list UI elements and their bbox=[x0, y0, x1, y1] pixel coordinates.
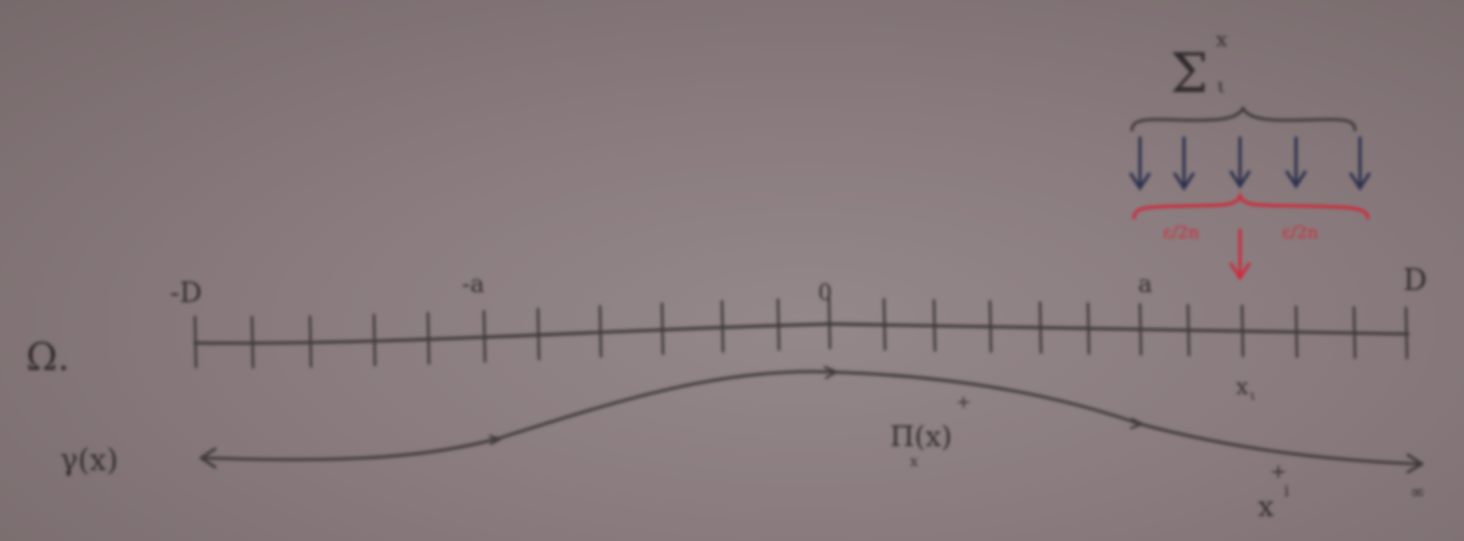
pi-sup-mark: + bbox=[956, 392, 971, 413]
down-arrow-4 bbox=[1285, 136, 1307, 189]
tick-label-neg-d: -D bbox=[170, 276, 202, 309]
tick-mark bbox=[1138, 303, 1143, 356]
sigma-superscript: x bbox=[1216, 27, 1228, 51]
tick-mark bbox=[308, 315, 313, 368]
pi-subscript: x bbox=[910, 454, 918, 470]
curve-left-arrowhead bbox=[199, 447, 217, 469]
curve-right-arrowhead bbox=[1406, 453, 1424, 474]
red-right-label: ε/2n bbox=[1282, 223, 1318, 243]
red-brace bbox=[1132, 191, 1370, 220]
sigma-symbol: Σ bbox=[1170, 42, 1208, 105]
tick-mark bbox=[598, 305, 603, 358]
tick-mark bbox=[1352, 306, 1357, 359]
tick-mark bbox=[932, 299, 937, 352]
tick-mark bbox=[988, 300, 993, 353]
top-brace bbox=[1130, 106, 1357, 132]
tick-mark bbox=[1294, 305, 1299, 359]
tick-label-xi-sub: ι bbox=[1250, 388, 1256, 404]
x-end-superscript: + bbox=[1270, 459, 1287, 483]
red-left-label: ε/2n bbox=[1163, 223, 1199, 243]
tick-label-a: a bbox=[1138, 270, 1152, 298]
number-line bbox=[193, 322, 1410, 345]
curve-mark-3 bbox=[1129, 417, 1144, 430]
sigma-subscript: ι bbox=[1217, 73, 1225, 97]
tick-mark bbox=[827, 296, 832, 350]
tick-mark bbox=[193, 315, 198, 369]
tick-label-d: D bbox=[1403, 263, 1427, 298]
tick-mark bbox=[536, 307, 541, 361]
tick-mark bbox=[1038, 301, 1043, 354]
pi-label: Π(x) bbox=[890, 420, 952, 453]
tick-mark bbox=[776, 298, 781, 351]
red-down-arrow bbox=[1229, 228, 1251, 281]
down-arrows bbox=[1129, 136, 1371, 191]
tick-mark bbox=[1186, 303, 1191, 357]
tick-label-xi: x bbox=[1236, 375, 1249, 400]
down-arrow-1 bbox=[1129, 136, 1151, 191]
tick-mark bbox=[660, 302, 665, 356]
tick-mark bbox=[426, 312, 431, 365]
x-end-label: x bbox=[1258, 490, 1274, 523]
tick-mark bbox=[882, 297, 887, 351]
down-arrow-5 bbox=[1349, 136, 1371, 191]
tick-mark bbox=[1240, 304, 1245, 358]
tick-mark bbox=[1086, 302, 1091, 355]
down-arrow-3 bbox=[1229, 136, 1251, 189]
tick-mark bbox=[1404, 306, 1409, 360]
curve-mark-1 bbox=[488, 434, 502, 446]
tick-label-neg-a: -a bbox=[462, 270, 484, 298]
curve-mark-2 bbox=[823, 365, 838, 380]
gamma-label: γ(x) bbox=[60, 443, 118, 478]
number-line-ticks bbox=[193, 296, 1409, 369]
tick-mark bbox=[720, 300, 725, 353]
gamma-curve bbox=[203, 370, 1420, 466]
omega-label: Ω. bbox=[26, 335, 70, 379]
tick-mark bbox=[372, 313, 377, 367]
tick-mark bbox=[250, 315, 255, 369]
x-end-superscript-2: i bbox=[1284, 481, 1289, 500]
tick-label-zero: 0 bbox=[818, 281, 832, 306]
arrow-end-label: ∞ bbox=[1410, 482, 1425, 503]
down-arrow-2 bbox=[1173, 136, 1195, 191]
tick-mark bbox=[482, 309, 487, 363]
